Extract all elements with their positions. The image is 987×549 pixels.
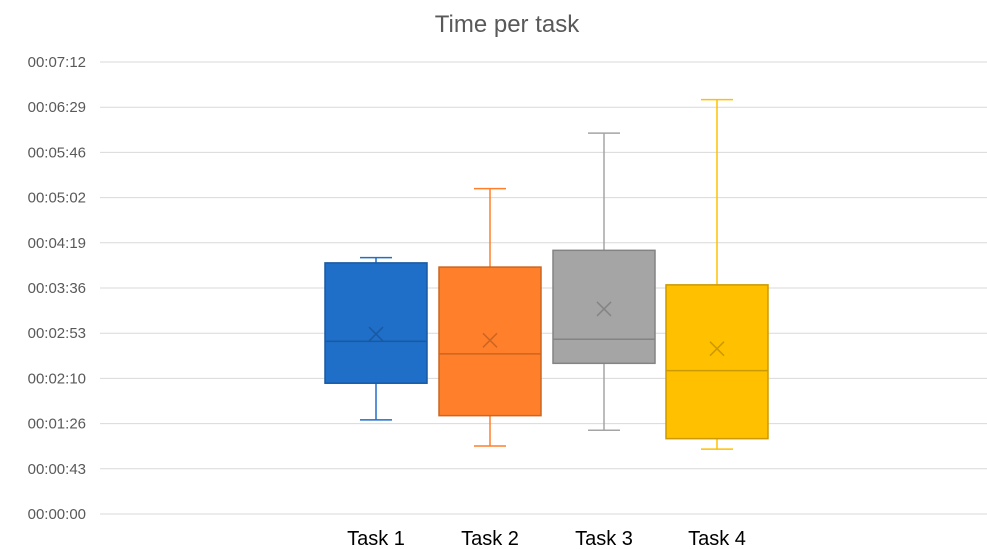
- y-tick-label: 00:01:26: [28, 416, 86, 433]
- y-tick-label: 00:00:43: [28, 461, 86, 478]
- box-iqr: [552, 249, 656, 365]
- x-axis: Task 1 Task 2 Task 3 Task 4: [347, 528, 746, 549]
- y-tick-label: 00:00:00: [28, 506, 86, 523]
- y-tick-label: 00:05:02: [28, 190, 86, 207]
- box-group: [438, 187, 542, 447]
- box-group: [665, 98, 769, 450]
- y-tick-label: 00:06:29: [28, 99, 86, 116]
- x-tick-label: Task 2: [461, 528, 519, 549]
- gridlines: [100, 61, 987, 515]
- box-iqr: [438, 266, 542, 417]
- box-iqr: [665, 284, 769, 440]
- y-axis: 00:00:00 00:00:43 00:01:26 00:02:10 00:02:53…: [28, 54, 86, 523]
- x-tick-label: Task 1: [347, 528, 405, 549]
- y-tick-label: 00:05:46: [28, 144, 86, 161]
- box-group: [552, 132, 656, 432]
- mean-marker: [368, 326, 384, 342]
- y-tick-label: 00:04:19: [28, 235, 86, 252]
- box-series: [324, 98, 769, 450]
- chart-title: Time per task: [435, 11, 580, 38]
- x-tick-label: Task 4: [688, 528, 746, 549]
- box-iqr: [324, 262, 428, 384]
- y-tick-label: 00:03:36: [28, 280, 86, 297]
- box-group: [324, 256, 428, 421]
- mean-marker: [482, 332, 498, 348]
- y-tick-label: 00:02:10: [28, 370, 86, 387]
- y-tick-label: 00:07:12: [28, 54, 86, 71]
- mean-marker: [596, 301, 612, 317]
- y-tick-label: 00:02:53: [28, 325, 86, 342]
- x-tick-label: Task 3: [575, 528, 633, 549]
- mean-marker: [709, 341, 725, 357]
